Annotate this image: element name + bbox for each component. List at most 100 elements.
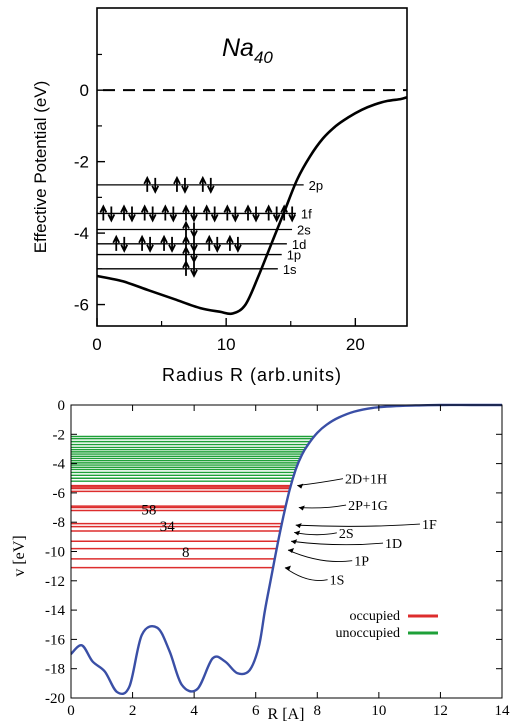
state-label: 2S	[339, 527, 354, 542]
bottom-tick-labels: 0 2 4 6 8 10 12 14 0 -2 -4 -6 -8 -10 -12 -14 -16 -18 -20	[45, 398, 510, 719]
top-x-tick-label: 10	[217, 335, 236, 354]
top-plot-frame	[96, 7, 408, 327]
spin-down-arrow	[190, 206, 198, 223]
spin-down-arrow	[190, 222, 198, 239]
spin-down-arrow	[190, 261, 198, 278]
spin-down-arrow	[210, 206, 219, 223]
legend-label: unoccupied	[335, 626, 400, 641]
spin-up-arrow	[182, 234, 190, 251]
bottom-y-tick-label: -18	[45, 662, 65, 678]
state-label-leader	[294, 532, 337, 536]
spin-up-arrow	[99, 204, 108, 221]
spin-up-arrow	[161, 204, 170, 221]
top-energy-levels	[97, 184, 304, 270]
top-y-tick-label: -2	[74, 153, 89, 172]
spin-down-arrow	[181, 177, 189, 194]
bottom-y-tick-label: -16	[45, 632, 65, 648]
spin-up-arrow	[112, 234, 121, 251]
spin-down-arrow	[206, 177, 215, 194]
state-label-arrowhead	[288, 548, 295, 554]
spin-up-arrow	[173, 175, 181, 192]
top-level-label: 1p	[287, 248, 301, 263]
state-label-leader	[284, 567, 328, 581]
spin-up-arrow	[264, 204, 273, 221]
spin-up-arrow	[138, 234, 146, 251]
bottom-y-tick-label: -10	[45, 545, 65, 561]
spin-up-arrow	[244, 204, 252, 221]
spin-down-arrow	[252, 206, 260, 223]
state-label-arrowhead	[295, 523, 302, 529]
spin-up-arrow	[223, 204, 232, 221]
state-label-leader	[298, 504, 347, 509]
bottom-x-tick-label: 4	[190, 703, 198, 719]
bottom-y-tick-label: 0	[58, 398, 66, 414]
bottom-y-tick-label: -6	[53, 486, 66, 502]
spin-down-arrow	[120, 236, 129, 253]
legend-label: occupied	[349, 609, 400, 624]
top-x-tick-label: 0	[92, 335, 101, 354]
top-level-label: 1f	[301, 206, 312, 221]
bottom-x-tick-label: 8	[314, 703, 322, 719]
spin-up-arrow	[182, 220, 190, 237]
spin-down-arrow	[190, 236, 198, 253]
bottom-x-tick-label: 6	[252, 703, 260, 719]
spin-down-arrow	[151, 177, 160, 194]
top-level-label: 1d	[292, 237, 306, 252]
bottom-y-tick-label: -12	[45, 574, 65, 590]
spin-up-arrow	[143, 175, 152, 192]
top-chart-title: Na40	[222, 34, 273, 67]
top-spin-arrows	[99, 175, 296, 278]
spin-down-arrow	[234, 236, 242, 253]
state-label-leader	[291, 540, 384, 546]
spin-up-arrow	[182, 259, 190, 276]
spin-down-arrow	[128, 206, 136, 223]
bottom-y-tick-label: -8	[53, 515, 66, 531]
bottom-ticks	[70, 404, 503, 699]
spin-up-arrow	[198, 175, 207, 192]
state-label: 1D	[385, 537, 402, 552]
state-label-arrowhead	[297, 483, 304, 489]
bottom-energy-levels	[71, 435, 315, 569]
state-label-leader	[295, 523, 420, 527]
spin-down-arrow	[272, 206, 281, 223]
top-y-axis-label: Effective Potential (eV)	[31, 81, 50, 254]
bottom-x-tick-label: 14	[495, 703, 511, 719]
top-level-label: 1s	[283, 262, 297, 277]
state-label-leader	[297, 478, 344, 487]
top-y-tick-label: 0	[80, 81, 89, 100]
spin-up-arrow	[202, 204, 211, 221]
shell-closure-label: 58	[141, 503, 156, 519]
spin-up-arrow	[160, 234, 168, 251]
top-x-tick-label: 20	[346, 335, 365, 354]
spin-down-arrow	[107, 206, 116, 223]
bottom-state-labels: 2D+1H 2P+1G 1F 2S 1D 1P 1S	[284, 473, 437, 589]
top-tick-labels: 0 10 20 0 -2 -4 -6	[74, 81, 365, 354]
bottom-legend: occupied unoccupied	[335, 609, 438, 641]
bottom-y-tick-label: -14	[45, 603, 65, 619]
spin-down-arrow	[148, 206, 157, 223]
top-level-label: 2s	[297, 223, 311, 238]
bottom-y-tick-label: -4	[53, 457, 66, 473]
top-potential-curve	[96, 96, 408, 316]
spin-up-arrow	[140, 204, 149, 221]
shell-closure-label: 8	[182, 545, 190, 561]
state-label-leader	[287, 549, 353, 562]
top-level-label: 2p	[309, 178, 323, 193]
state-label-arrowhead	[298, 505, 305, 511]
state-label-arrowhead	[291, 539, 298, 545]
bottom-y-tick-label: -20	[45, 691, 65, 707]
bottom-x-tick-label: 12	[433, 703, 448, 719]
state-label: 2D+1H	[345, 473, 387, 488]
bottom-chart: 0 2 4 6 8 10 12 14 0 -2 -4 -6 -8 -10 -12 -14 -16 -18 -20 5…	[11, 398, 510, 722]
spin-up-arrow	[182, 204, 190, 221]
bottom-y-axis-label: v [eV]	[11, 535, 28, 576]
top-y-tick-label: -4	[74, 224, 89, 243]
top-x-axis-label: Radius R (arb.units)	[162, 365, 342, 385]
bottom-y-tick-label: -2	[53, 427, 66, 443]
spin-down-arrow	[146, 236, 154, 253]
bottom-x-tick-label: 10	[371, 703, 386, 719]
state-label-arrowhead	[284, 565, 291, 571]
